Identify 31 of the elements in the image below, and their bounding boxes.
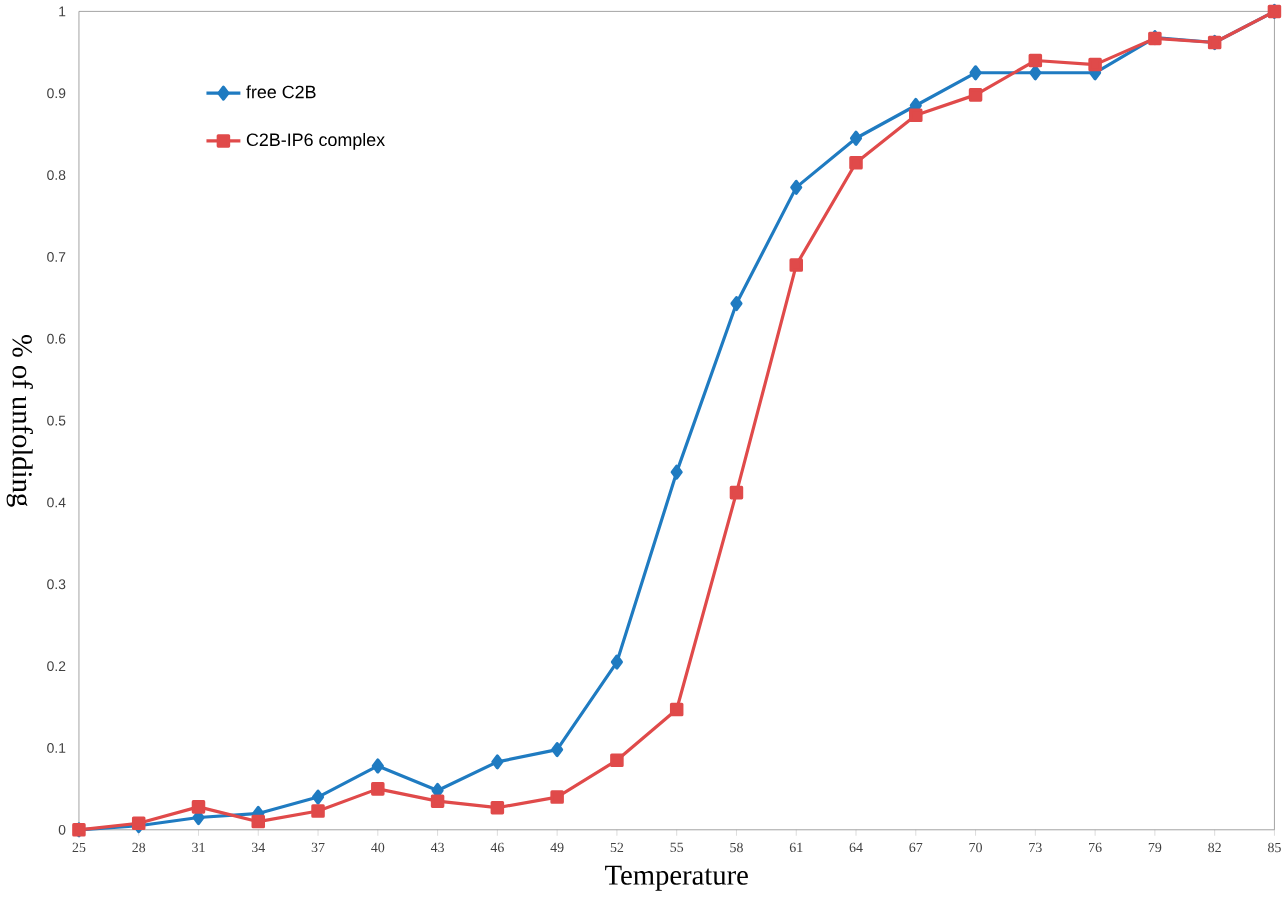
point: [371, 758, 384, 774]
y-axis-title: % of unfolding: [6, 335, 33, 508]
point: [311, 804, 325, 819]
point: [1088, 58, 1102, 72]
point: [430, 794, 445, 809]
point: [969, 65, 982, 81]
point: [669, 703, 684, 717]
point: [610, 654, 623, 670]
point: [670, 464, 683, 481]
point: [610, 753, 624, 768]
point: [789, 258, 803, 273]
point: [790, 180, 803, 196]
point: [311, 789, 325, 805]
point: [909, 108, 923, 123]
point: [730, 296, 743, 312]
x-axis-title: Temperature: [605, 866, 748, 891]
point: [251, 815, 266, 829]
point: [849, 131, 863, 147]
point: [849, 156, 863, 170]
legend-label: C2B-IP6 complex: [246, 133, 385, 150]
point: [1028, 54, 1043, 68]
point: [490, 801, 505, 815]
point: [551, 742, 564, 758]
point: [968, 88, 983, 102]
point: [550, 790, 564, 805]
legend-label: free C2B: [246, 85, 316, 99]
point: [729, 486, 744, 500]
point: [371, 782, 385, 796]
point: [191, 800, 206, 814]
point: [491, 754, 504, 770]
point: [1029, 65, 1042, 81]
